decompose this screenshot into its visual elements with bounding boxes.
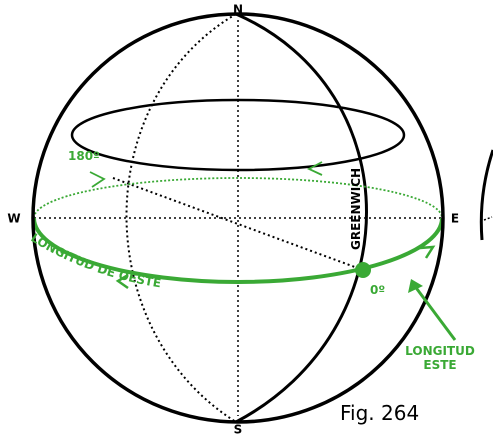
arrow [420, 247, 433, 258]
west-longitude-label: LONGITUD DE OESTE [28, 231, 162, 291]
south-label: S [234, 423, 243, 437]
figure-caption: Fig. 264 [340, 401, 419, 425]
origin-dot [355, 262, 371, 278]
west-label: W [7, 212, 20, 226]
east-label: E [451, 212, 459, 226]
deg0-label: 0º [370, 283, 385, 297]
next-figure-line [484, 217, 492, 220]
east-longitude-line2: ESTE [423, 358, 456, 372]
arrow [90, 172, 104, 187]
arrow [309, 162, 322, 175]
north-label: N [233, 3, 243, 17]
deg180-label: 180º [68, 149, 100, 163]
greenwich-label: GREENWICH [349, 168, 363, 250]
west-longitude-text: LONGITUD DE OESTE [28, 231, 162, 291]
diagram: N S W E 180º 0º GREENWICH LONGITUD DE OE… [0, 0, 493, 439]
east-longitude-line1: LONGITUD [405, 344, 475, 358]
pointer-head [408, 279, 423, 293]
next-figure-edge [481, 150, 493, 240]
